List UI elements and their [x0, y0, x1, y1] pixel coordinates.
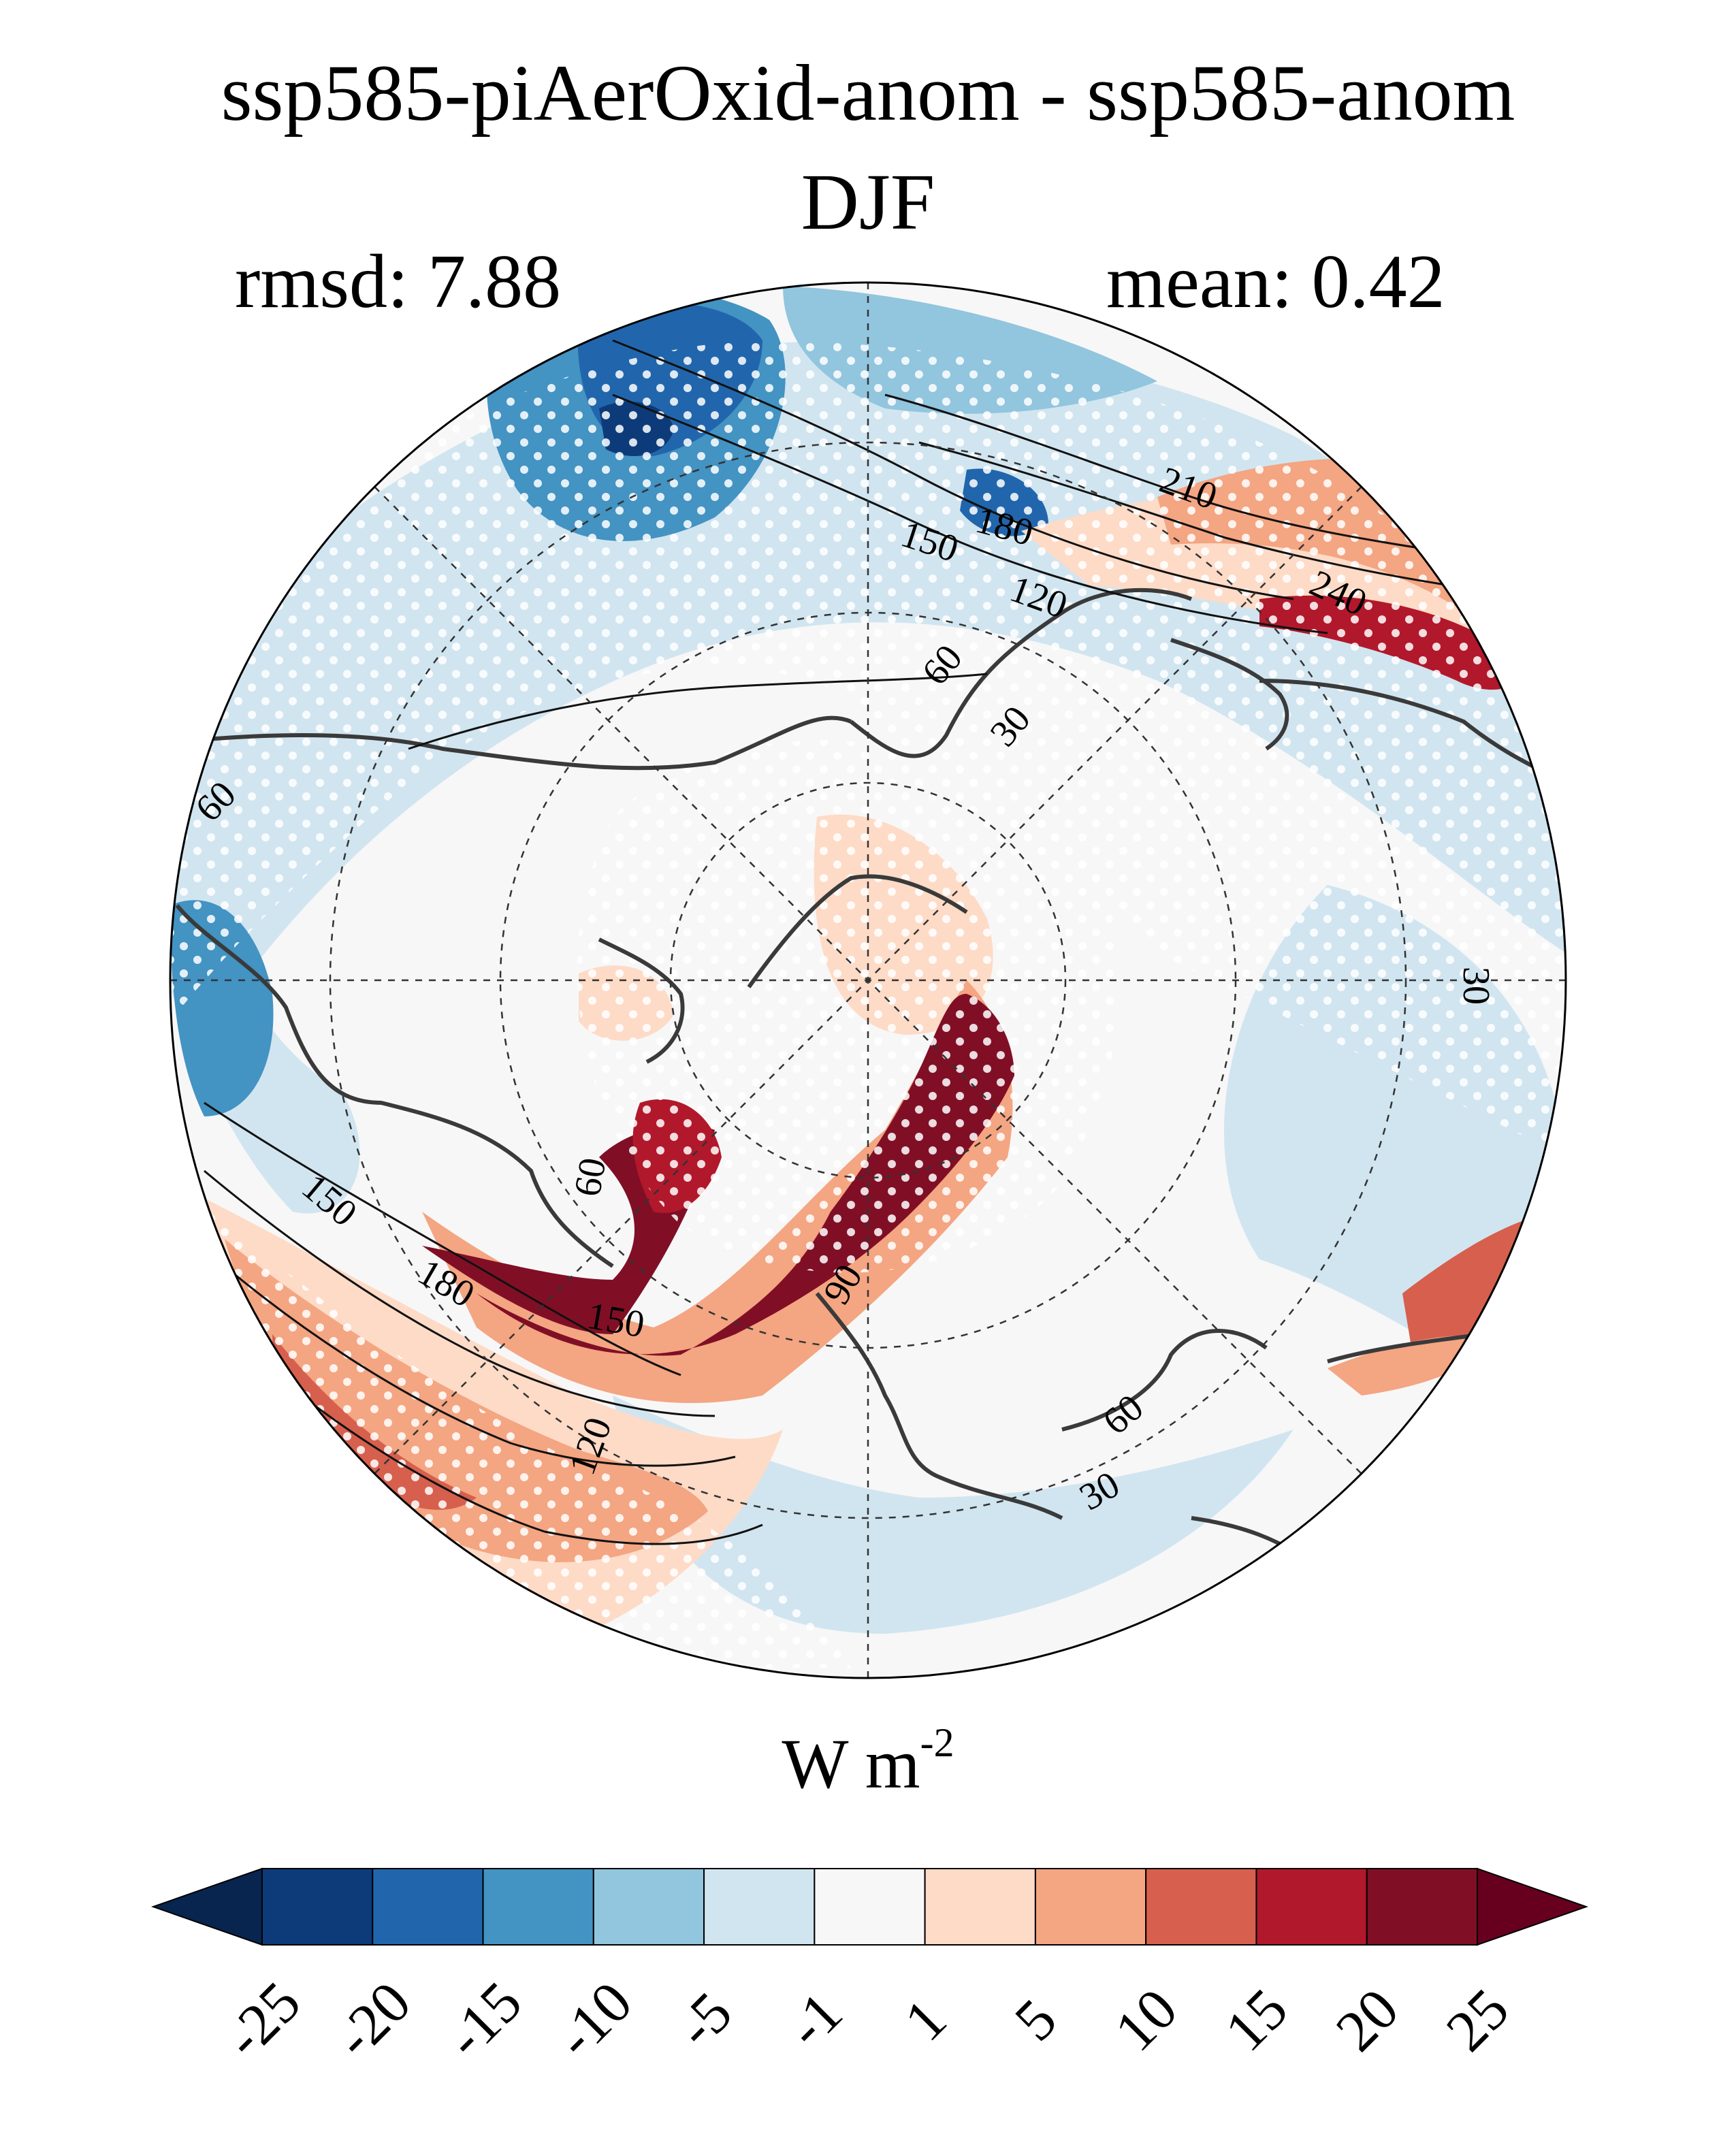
colorbar-box: [924, 1868, 1036, 1946]
map-title: ssp585-piAerOxid-anom - ssp585-anom: [221, 48, 1515, 138]
anomaly-region-salmon-band: [422, 980, 1013, 1404]
colorbar-box: [1034, 1868, 1147, 1946]
significance-stipple-north: [170, 340, 1566, 1157]
colorbar-box: [482, 1868, 594, 1946]
significance-stipple-arctic: [577, 740, 1120, 1273]
colorbar-box: [1366, 1868, 1479, 1946]
colorbar-box: [261, 1868, 374, 1946]
rmsd-label: rmsd: 7.88: [235, 240, 562, 324]
globe-outline: [169, 281, 1567, 1679]
anomaly-region-salmon-southeast: [1328, 1336, 1498, 1395]
colorbar-extend-low: [150, 1867, 263, 1946]
graticule: [170, 283, 1566, 1678]
colorbar-box: [592, 1868, 705, 1946]
colorbar: [150, 1867, 1589, 1946]
colorbar-box: [372, 1868, 484, 1946]
units-base: W m: [782, 1725, 920, 1803]
season-label: DJF: [801, 157, 935, 246]
contour-label: 150: [584, 1295, 647, 1346]
colorbar-box: [703, 1868, 816, 1946]
colorbar-box: [814, 1868, 926, 1946]
units-exponent: -2: [920, 1720, 954, 1765]
anomaly-region-lightblue-south: [613, 1395, 1293, 1634]
map-field: [170, 283, 1566, 1678]
mean-label: mean: 0.42: [1106, 240, 1445, 324]
colorbar-box: [1145, 1868, 1257, 1946]
colorbar-extend-high: [1477, 1867, 1589, 1946]
contour-label: 60: [566, 1155, 615, 1199]
colorbar-units: W m-2: [0, 1722, 1736, 1800]
colorbar-box: [1255, 1868, 1368, 1946]
contour-label: 30: [1455, 967, 1497, 1005]
